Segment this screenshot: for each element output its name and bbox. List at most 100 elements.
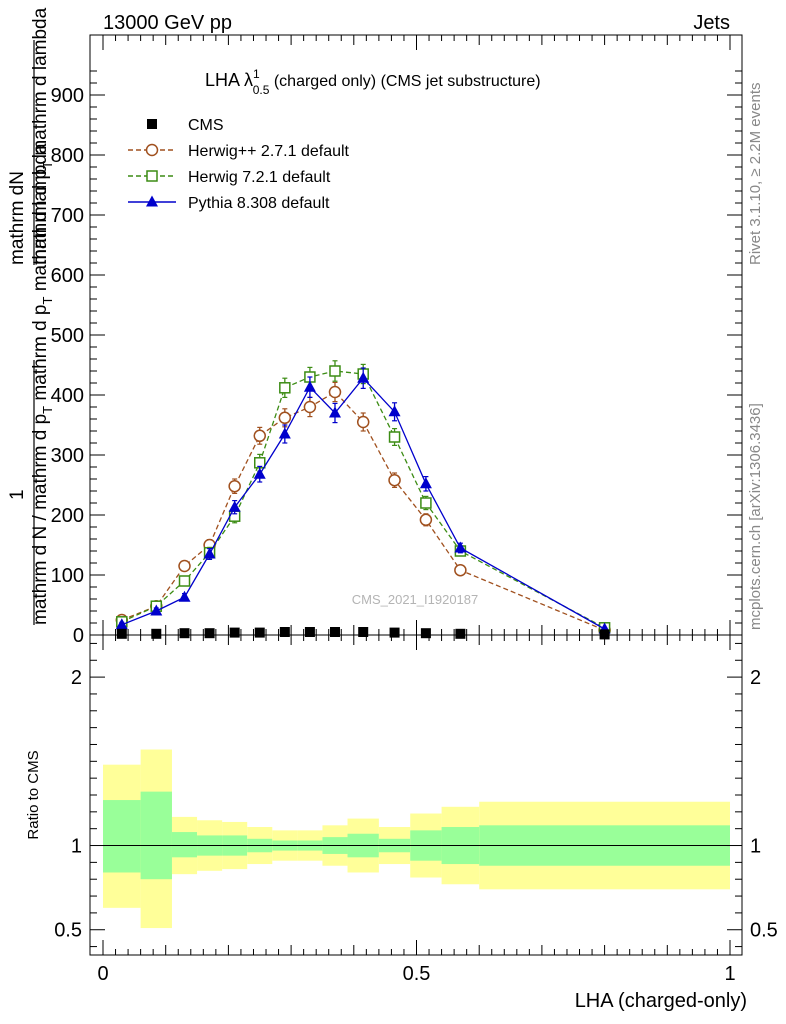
data-point: [388, 473, 401, 487]
main-y-tick-label: 500: [51, 325, 84, 347]
data-point: [328, 406, 341, 418]
data-point: [151, 628, 162, 639]
data-point: [389, 627, 400, 638]
data-point: [329, 627, 340, 637]
x-tick-label: 1: [724, 963, 735, 985]
data-point: [420, 497, 432, 509]
data-point: [303, 400, 317, 414]
main-series-group: [115, 360, 611, 640]
x-axis-label: LHA (charged-only): [575, 990, 747, 1012]
ratio-y-axis-label: Ratio to CMS: [25, 750, 42, 839]
main-y-tick-label: 200: [51, 505, 84, 527]
rivet-version-text: Rivet 3.1.10, ≥ 2.2M events: [747, 83, 764, 266]
main-y-tick-label: 300: [51, 445, 84, 467]
data-point: [253, 467, 266, 479]
data-point: [178, 590, 191, 602]
data-point: [357, 371, 370, 383]
ylabel-top-line2: mathrm d pT mathrm d lambda: [30, 7, 55, 265]
main-y-tick-label: 800: [51, 145, 84, 167]
plot-title-sup: 1: [253, 67, 260, 81]
main-y-tick-label: 0: [73, 625, 84, 647]
data-point: [204, 628, 215, 639]
main-y-tick-label: 900: [51, 85, 84, 107]
ratio-y-tick-label-right: 0.5: [750, 920, 778, 942]
ratio-y-tick-label: 1: [71, 836, 82, 858]
data-point: [420, 628, 431, 639]
ratio-y-tick-label-right: 2: [750, 667, 761, 689]
legend-marker: [146, 195, 158, 207]
series-line: [121, 370, 605, 629]
data-point: [254, 627, 265, 638]
data-point: [115, 618, 128, 630]
header-left: 13000 GeV pp: [103, 12, 232, 34]
legend-entry: Herwig++ 2.7.1 default: [128, 143, 350, 160]
data-point: [388, 405, 401, 417]
legend-marker: [145, 143, 159, 157]
legend-entry: CMS: [147, 117, 224, 134]
data-point: [116, 628, 127, 639]
plot-title: LHA λ1 0.5 (charged only) (CMS jet substr…: [205, 67, 541, 97]
main-y-tick-label: 400: [51, 385, 84, 407]
mcplots-credit-text: mcplots.cern.ch [arXiv:1306.3436]: [747, 403, 764, 630]
main-y-axis: 0 100 200 300 400 500 600 700 800 900: [51, 70, 742, 647]
legend-entry: Pythia 8.308 default: [128, 195, 330, 212]
data-point: [278, 427, 291, 439]
main-y-tick-label: 700: [51, 205, 84, 227]
ratio-band-inner: [103, 800, 141, 873]
ratio-plot-frame: [89, 634, 743, 956]
data-point: [455, 628, 466, 639]
legend-marker: [146, 170, 158, 182]
ratio-y-tick-label-right: 1: [750, 836, 761, 858]
legend-entry: Herwig 7.2.1 default: [128, 169, 331, 186]
main-y-axis-label: mathrm dN mathrm d pT mathrm d lambda 1 …: [7, 7, 55, 625]
ylabel-top-line1: mathrm dN: [7, 171, 28, 265]
data-point: [228, 500, 241, 512]
legend: CMS Herwig++ 2.7.1 default Herwig 7.2.1 de…: [128, 117, 350, 212]
data-point: [454, 541, 467, 553]
ratio-band-inner: [171, 832, 198, 858]
data-point: [279, 627, 290, 637]
data-point: [356, 415, 370, 429]
legend-label: Herwig 7.2.1 default: [188, 169, 331, 186]
series-line: [121, 377, 605, 630]
data-point: [388, 431, 401, 443]
data-point: [304, 627, 315, 637]
ratio-y-tick-label: 2: [71, 667, 82, 689]
legend-label: CMS: [188, 117, 224, 134]
x-tick-label: 0: [97, 963, 108, 985]
data-point: [229, 627, 240, 638]
data-point: [253, 429, 266, 443]
main-y-tick-label: 100: [51, 565, 84, 587]
data-point: [179, 628, 190, 639]
ratio-bands: [103, 749, 730, 929]
ratio-band-inner: [140, 791, 172, 880]
legend-label: Pythia 8.308 default: [188, 195, 330, 212]
data-point: [178, 575, 191, 587]
ratio-y-tick-label: 0.5: [54, 920, 82, 942]
data-point: [328, 385, 342, 399]
ratio-y-axis: 0.5 0.5 1 1 2 2: [54, 642, 778, 948]
plot-title-sub: 0.5: [253, 83, 270, 97]
data-point: [358, 627, 369, 637]
plot-title-rest: (charged only) (CMS jet substructure): [269, 73, 540, 90]
series-cms: [116, 627, 610, 640]
header-right: Jets: [693, 12, 730, 34]
data-point: [278, 411, 292, 425]
ylabel-fraction-one: 1: [7, 489, 28, 500]
data-point: [419, 477, 432, 489]
data-point: [228, 479, 241, 493]
main-y-tick-label: 600: [51, 265, 84, 287]
data-point: [599, 629, 610, 640]
data-point: [303, 380, 316, 392]
watermark: CMS_2021_I1920187: [352, 592, 479, 607]
data-point: [454, 563, 467, 577]
data-point: [150, 604, 163, 616]
plot-title-main: LHA λ: [205, 70, 253, 90]
ylabel-bottom: mathrm d N / mathrm d pT mathrm d pT mat…: [30, 143, 55, 625]
legend-marker: [147, 119, 157, 129]
data-point: [178, 559, 191, 573]
series-pythia-8-308-default: [115, 367, 611, 634]
data-point: [279, 382, 291, 394]
data-point: [329, 365, 341, 377]
